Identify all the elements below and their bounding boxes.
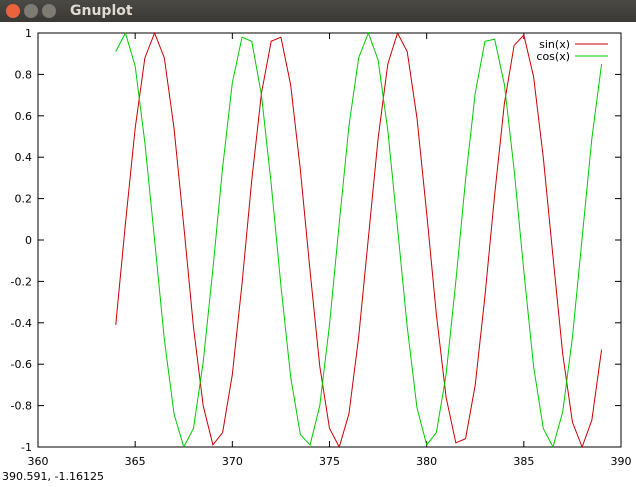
chart: 390.591, -1.16125 -1 -0.8 -0.6 -0.4 -0.2 0 0.2… [2,27,632,483]
y-tick-label: 0 [25,234,32,247]
x-tick-label: 360 [28,455,49,468]
y-tick-label: 1 [25,27,32,40]
window-title: Gnuplot [70,3,133,19]
y-tick-label: 0.8 [15,68,33,81]
y-tick-label: -0.6 [11,358,32,371]
legend-label: cos(x) [536,50,570,63]
close-button[interactable] [6,4,20,18]
x-tick-label: 370 [222,455,243,468]
legend-label: sin(x) [539,38,570,51]
title-bar: Gnuplot [0,0,636,22]
plot-border [37,32,622,448]
x-tick-label: 380 [416,455,437,468]
y-tick-label: -1 [21,441,32,454]
line-series [115,31,603,449]
y-tick-label: -0.8 [11,400,32,413]
maximize-button[interactable] [42,4,56,18]
minimize-button[interactable] [24,4,38,18]
status-text: 390.591, -1.16125 [2,470,104,483]
x-tick-label: 375 [319,455,340,468]
y-tick-label: 0.4 [15,151,33,164]
y-tick-label: -0.2 [11,275,32,288]
line-series [115,31,603,449]
x-tick-label: 365 [125,455,146,468]
x-tick-label: 390 [611,455,632,468]
y-tick-label: 0.2 [15,193,33,206]
y-tick-label: 0.6 [15,110,33,123]
x-tick-label: 385 [513,455,534,468]
y-tick-label: -0.4 [11,317,32,330]
